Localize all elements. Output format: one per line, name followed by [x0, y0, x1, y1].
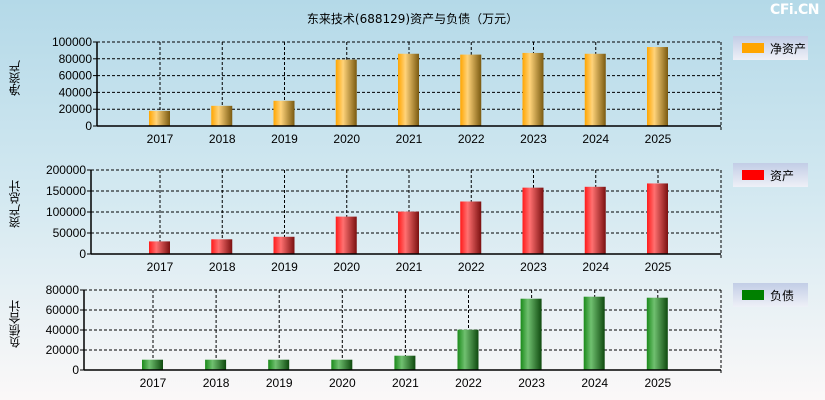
y-tick-label: 50000 — [53, 226, 87, 240]
legend: 净资产 — [733, 36, 808, 60]
bar-2023 — [522, 187, 544, 254]
bar-2024 — [584, 186, 606, 254]
legend-label: 负债 — [770, 288, 795, 303]
y-tick-label: 40000 — [59, 85, 93, 99]
x-tick-label: 2025 — [645, 132, 672, 146]
x-tick-label: 2017 — [147, 132, 174, 146]
y-tick-label: 80000 — [59, 52, 93, 66]
bar-2021 — [398, 53, 419, 127]
bar-2024 — [583, 296, 605, 370]
x-tick-label: 2023 — [518, 376, 545, 390]
y-axis-label: 资产总计 — [8, 180, 22, 228]
x-tick-label: 2018 — [209, 260, 236, 274]
bar-2020 — [335, 216, 357, 254]
y-axis-label: 负债合计 — [8, 300, 22, 348]
x-tick-label: 2024 — [582, 132, 609, 146]
legend-swatch — [742, 290, 764, 300]
x-tick-label: 2023 — [520, 260, 547, 274]
y-tick-label: 150000 — [46, 184, 86, 198]
y-axis-label: 净资产 — [8, 60, 22, 96]
x-tick-label: 2017 — [140, 376, 167, 390]
bar-2018 — [211, 105, 233, 126]
legend-swatch — [742, 43, 764, 53]
y-tick-label: 60000 — [46, 303, 80, 317]
bar-2018 — [211, 239, 233, 254]
bar-2023 — [520, 298, 542, 370]
y-tick-label: 40000 — [46, 323, 80, 337]
watermark-logo: CFi.CN — [770, 2, 819, 18]
x-tick-label: 2024 — [582, 260, 609, 274]
x-tick-label: 2023 — [520, 132, 547, 146]
x-tick-label: 2020 — [329, 376, 356, 390]
x-tick-label: 2022 — [458, 260, 485, 274]
chart-title: 东来技术(688129)资产与负债（万元） — [306, 12, 519, 26]
x-tick-label: 2024 — [581, 376, 608, 390]
bar-2017 — [149, 241, 170, 254]
x-tick-label: 2020 — [333, 260, 360, 274]
legend-swatch — [742, 170, 764, 180]
y-tick-label: 60000 — [59, 69, 93, 83]
legend-label: 资产 — [770, 168, 795, 183]
y-tick-label: 80000 — [46, 283, 80, 297]
y-tick-label: 200000 — [46, 163, 86, 177]
x-tick-label: 2025 — [644, 376, 671, 390]
x-tick-label: 2020 — [333, 132, 360, 146]
bar-2021 — [398, 211, 419, 254]
legend: 负债 — [733, 283, 808, 307]
bar-2025 — [647, 47, 668, 126]
bar-2017 — [149, 110, 170, 126]
bar-2018 — [205, 359, 227, 370]
bar-2022 — [460, 201, 482, 254]
bar-2020 — [331, 359, 353, 370]
legend-label: 净资产 — [770, 41, 807, 56]
bar-2019 — [273, 100, 295, 126]
bar-2023 — [522, 52, 544, 126]
x-tick-label: 2018 — [203, 376, 230, 390]
y-tick-label: 20000 — [46, 343, 80, 357]
bar-2024 — [584, 53, 606, 127]
bar-2020 — [335, 59, 357, 126]
bar-2019 — [268, 359, 290, 370]
y-tick-label: 100000 — [46, 205, 86, 219]
bar-2019 — [273, 236, 295, 254]
y-tick-label: 0 — [72, 363, 79, 377]
bar-2025 — [646, 297, 668, 370]
bar-2025 — [647, 183, 668, 254]
x-tick-label: 2021 — [392, 376, 419, 390]
x-tick-label: 2019 — [271, 132, 298, 146]
x-tick-label: 2021 — [396, 260, 423, 274]
x-tick-label: 2022 — [458, 132, 485, 146]
legend: 资产 — [733, 163, 808, 187]
y-tick-label: 100000 — [52, 35, 92, 49]
x-tick-label: 2018 — [209, 132, 236, 146]
x-tick-label: 2025 — [645, 260, 672, 274]
x-tick-label: 2021 — [396, 132, 423, 146]
x-tick-label: 2017 — [147, 260, 174, 274]
bar-2022 — [457, 329, 479, 370]
bar-2017 — [142, 359, 163, 370]
x-tick-label: 2019 — [271, 260, 298, 274]
bar-2021 — [394, 355, 416, 370]
y-tick-label: 0 — [79, 247, 86, 261]
x-tick-label: 2022 — [455, 376, 482, 390]
y-tick-label: 20000 — [59, 102, 93, 116]
bar-2022 — [460, 54, 482, 126]
x-tick-label: 2019 — [266, 376, 293, 390]
y-tick-label: 0 — [85, 119, 92, 133]
